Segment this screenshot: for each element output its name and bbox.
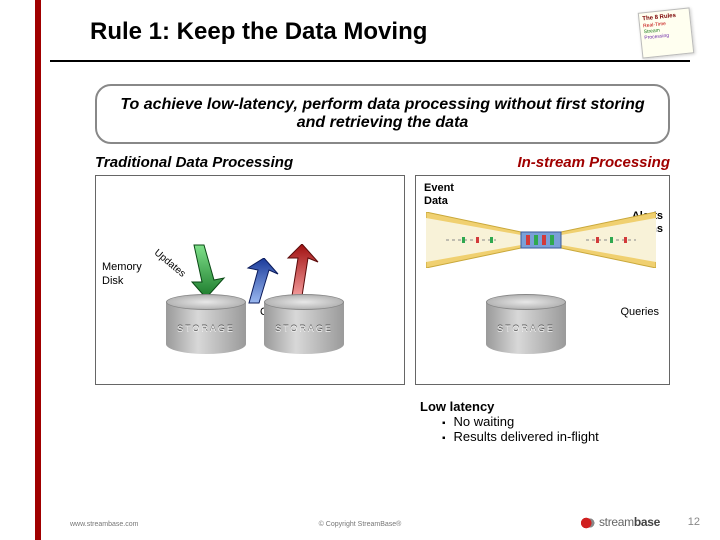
divider (50, 60, 690, 62)
event-data-label: Event Data (424, 182, 454, 208)
footer: www.streambase.com © Copyright StreamBas… (0, 521, 720, 528)
page-title: Rule 1: Keep the Data Moving (90, 18, 720, 46)
event-label: Event (424, 182, 454, 195)
data-label: Data (424, 195, 454, 208)
storage-text: STORAGE (486, 324, 566, 334)
instream-panel: Event Data Alerts Actions (415, 175, 670, 385)
lowlat-bullet: Results delivered in-flight (442, 429, 670, 444)
traditional-panel: Memory Disk Updates (95, 175, 405, 385)
lowlat-bullet: No waiting (442, 414, 670, 429)
subtitle-right: In-stream Processing (517, 154, 670, 171)
diagram-row: Memory Disk Updates (95, 175, 670, 385)
storage-cylinder-icon: STORAGE (486, 294, 566, 354)
logo-swirl-icon (579, 516, 597, 530)
low-latency-block: Low latency No waiting Results delivered… (0, 399, 670, 444)
down-arrow-icon (174, 240, 234, 300)
page-number: 12 (688, 516, 700, 528)
disk-label: Disk (102, 274, 142, 288)
storage-cylinder-icon: STORAGE (166, 294, 246, 354)
memory-label: Memory (102, 260, 142, 274)
storage-text: STORAGE (264, 324, 344, 334)
sticky-note-icon: The 8 Rules Real-Time Stream Processing (638, 7, 695, 58)
stream-funnel-icon (426, 212, 656, 268)
lowlat-list: No waiting Results delivered in-flight (420, 414, 670, 444)
up-arrow-red-icon (274, 244, 334, 300)
brand-logo: streambase (579, 515, 660, 530)
memory-disk-labels: Memory Disk (102, 260, 142, 289)
subtitle-left: Traditional Data Processing (95, 154, 293, 171)
callout-box: To achieve low-latency, perform data pro… (95, 84, 670, 144)
brand-bold: base (634, 515, 660, 529)
accent-bar (35, 0, 41, 540)
slide: Rule 1: Keep the Data Moving The 8 Rules… (0, 0, 720, 540)
brand-light: stream (599, 515, 634, 529)
footer-copyright: © Copyright StreamBase® (319, 521, 402, 528)
subtitle-row: Traditional Data Processing In-stream Pr… (95, 154, 670, 171)
lowlat-heading: Low latency (420, 399, 670, 414)
storage-text: STORAGE (166, 324, 246, 334)
storage-cylinder-icon: STORAGE (264, 294, 344, 354)
header: Rule 1: Keep the Data Moving (0, 0, 720, 56)
footer-url: www.streambase.com (70, 521, 138, 528)
queries-label-right: Queries (620, 306, 659, 318)
